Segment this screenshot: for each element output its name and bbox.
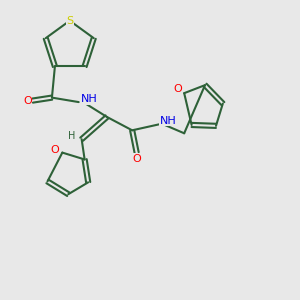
Text: O: O [174,84,183,94]
Text: H: H [68,131,75,141]
Text: O: O [23,96,32,106]
Text: O: O [50,145,59,154]
Text: S: S [66,16,73,26]
Text: NH: NH [81,94,98,104]
Text: NH: NH [160,116,176,126]
Text: O: O [132,154,141,164]
